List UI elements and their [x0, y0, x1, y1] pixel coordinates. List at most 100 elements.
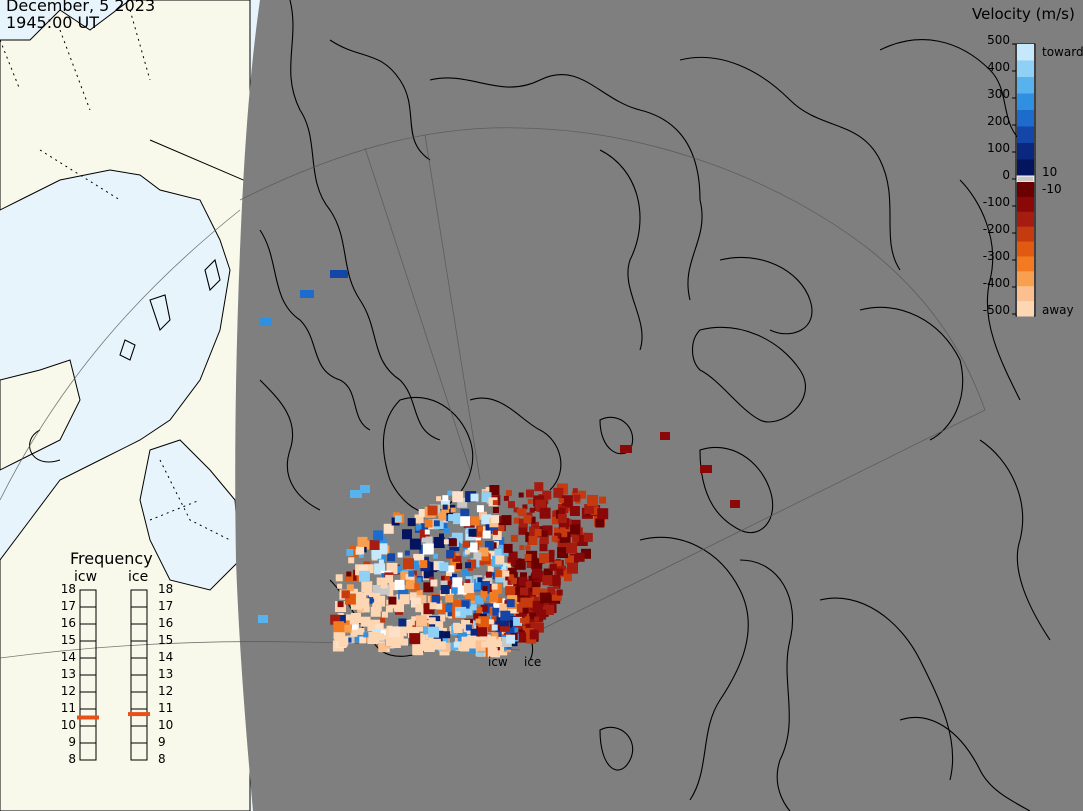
radar-cell [414, 514, 424, 524]
radar-cell [408, 626, 419, 638]
radar-cell [492, 507, 499, 513]
radar-cell [513, 616, 523, 626]
radar-cell [543, 568, 553, 578]
radar-cell [470, 516, 480, 526]
radar-cell [532, 568, 542, 579]
radar-cell [360, 485, 370, 493]
radar-cell [346, 584, 354, 592]
velocity-tick-label: 300 [987, 87, 1010, 101]
radar-cell [481, 514, 492, 525]
radar-cell [403, 621, 413, 631]
frequency-level-label: 9 [158, 735, 166, 749]
radar-cell [520, 587, 528, 596]
radar-cell [518, 508, 527, 517]
radar-cell [515, 607, 527, 619]
radar-cell [440, 580, 448, 588]
radar-cell [587, 494, 598, 506]
radar-cell [509, 610, 520, 621]
radar-cell [385, 605, 393, 613]
icw-frequency-marker [77, 715, 99, 720]
radar-cell [492, 607, 501, 616]
radar-cell [510, 560, 516, 566]
radar-cell [433, 520, 440, 527]
colorbar-segment-away [1017, 226, 1034, 243]
radar-cell [487, 565, 494, 572]
radar-cell [558, 507, 566, 515]
radar-cell [430, 579, 438, 587]
radar-cell [407, 518, 416, 527]
radar-cell [360, 592, 367, 599]
frequency-column-label-ice: ice [128, 569, 149, 585]
radar-cell [343, 624, 352, 633]
radar-cell [476, 540, 483, 547]
radar-cell [432, 594, 440, 603]
radar-cell [409, 538, 421, 550]
radar-cell [447, 565, 455, 573]
radar-cell [356, 546, 365, 555]
radar-cell [484, 541, 494, 550]
colorbar-segment-away [1017, 301, 1034, 317]
radar-cell [421, 537, 427, 543]
radar-cell [348, 621, 359, 632]
radar-cell [482, 530, 491, 539]
radar-cell [489, 593, 499, 603]
radar-cell [542, 490, 552, 500]
radar-cell [552, 510, 559, 517]
radar-cell [464, 628, 471, 635]
radar-cell [348, 557, 355, 564]
radar-cell [437, 641, 446, 650]
night-shade [235, 0, 1083, 811]
radar-cell [528, 516, 536, 524]
radar-cell [465, 624, 472, 631]
radar-cell [513, 627, 519, 633]
radar-cell [444, 504, 456, 516]
radar-cell [387, 589, 394, 596]
radar-cell [378, 554, 386, 562]
radar-cell [455, 606, 467, 618]
colorbar-segment-away [1017, 271, 1034, 287]
radar-cell [440, 585, 450, 594]
radar-cell [461, 600, 470, 609]
radar-cell [452, 561, 460, 570]
velocity-tick-label: 400 [987, 60, 1010, 74]
radar-cell [452, 491, 464, 503]
radar-cell [584, 504, 595, 515]
radar-cell [525, 581, 532, 588]
radar-cell [501, 564, 507, 570]
frequency-level-label: 16 [60, 616, 76, 630]
radar-cell [552, 560, 562, 570]
frequency-level-label: 16 [158, 616, 174, 630]
radar-cell [527, 498, 533, 504]
radar-cell [478, 526, 483, 532]
radar-cell [539, 553, 550, 563]
radar-cell [520, 572, 527, 580]
radar-cell [405, 574, 415, 584]
frequency-level-label: 18 [60, 582, 76, 596]
radar-cell [487, 647, 498, 658]
radar-cell [524, 616, 530, 622]
radar-cell [473, 552, 482, 561]
radar-cell [508, 501, 515, 509]
radar-cell [500, 621, 510, 632]
radar-cell [373, 530, 384, 541]
radar-cell [569, 506, 580, 516]
radar-cell [480, 590, 488, 598]
radar-cell [499, 603, 508, 612]
radar-cell [510, 578, 517, 585]
radar-cell [385, 574, 394, 583]
frequency-level-label: 14 [60, 650, 76, 664]
radar-cell [394, 579, 405, 590]
radar-cell [539, 535, 549, 544]
radar-cell [453, 641, 460, 648]
radar-cell [474, 595, 484, 605]
colorbar-segment-toward [1017, 159, 1034, 177]
velocity-tick-label: -500 [982, 303, 1010, 317]
radar-cell [519, 545, 525, 551]
frequency-level-label: 15 [158, 633, 174, 647]
radar-cell [492, 500, 498, 506]
colorbar-segment-zero [1016, 175, 1035, 183]
radar-cell [508, 574, 514, 580]
radar-cell [409, 633, 421, 645]
radar-cell [411, 616, 417, 622]
radar-cell [346, 571, 352, 577]
